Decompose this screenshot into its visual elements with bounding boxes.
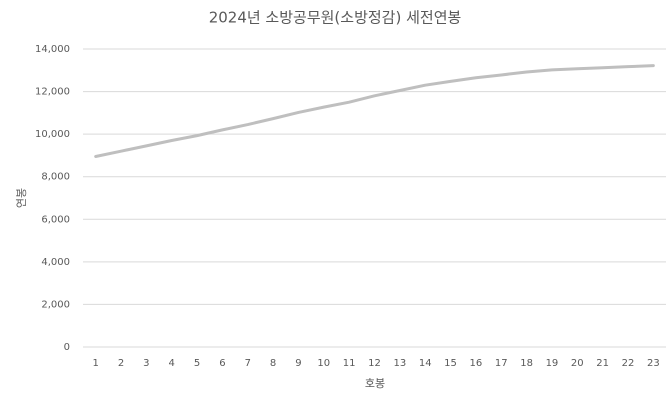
x-tick-label: 7 <box>245 358 251 369</box>
x-tick-label: 3 <box>143 358 149 369</box>
x-tick-label: 1 <box>92 358 98 369</box>
x-tick-label: 13 <box>393 358 406 369</box>
data-line <box>94 64 655 158</box>
y-tick-label: 6,000 <box>41 214 70 225</box>
x-tick-label: 4 <box>169 358 175 369</box>
x-tick-label: 12 <box>368 358 381 369</box>
x-tick-label: 21 <box>596 358 609 369</box>
x-tick-label: 9 <box>295 358 301 369</box>
x-axis-title: 호봉 <box>365 377 385 390</box>
x-tick-label: 22 <box>622 358 635 369</box>
x-tick-label: 17 <box>495 358 508 369</box>
y-tick-label: 0 <box>64 342 70 353</box>
x-tick-label: 5 <box>194 358 200 369</box>
y-tick-label: 4,000 <box>41 257 70 268</box>
x-tick-label: 11 <box>343 358 356 369</box>
x-tick-label: 10 <box>317 358 330 369</box>
y-axis-title: 연봉 <box>15 188 28 208</box>
x-tick-label: 6 <box>219 358 225 369</box>
y-tick-label: 8,000 <box>41 172 70 183</box>
x-tick-label: 18 <box>520 358 533 369</box>
x-tick-label: 20 <box>571 358 584 369</box>
x-tick-label: 15 <box>444 358 457 369</box>
x-tick-label: 23 <box>647 358 660 369</box>
y-tick-label: 12,000 <box>35 87 70 98</box>
x-tick-label: 14 <box>419 358 432 369</box>
y-tick-label: 14,000 <box>35 44 70 55</box>
y-tick-label: 2,000 <box>41 299 70 310</box>
x-tick-label: 19 <box>546 358 559 369</box>
x-tick-label: 16 <box>470 358 483 369</box>
chart-title: 2024년 소방공무원(소방정감) 세전연봉 <box>209 9 462 27</box>
x-tick-label: 2 <box>118 358 124 369</box>
y-tick-label: 10,000 <box>35 129 70 140</box>
x-tick-label: 8 <box>270 358 276 369</box>
